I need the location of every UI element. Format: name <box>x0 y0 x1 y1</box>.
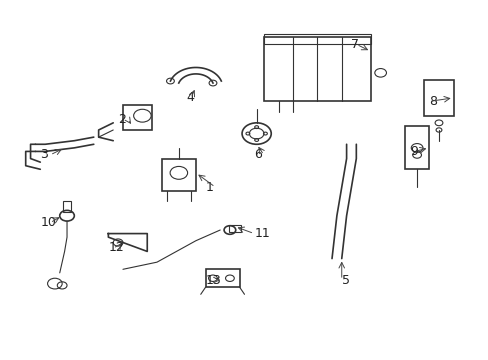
Text: 8: 8 <box>428 95 436 108</box>
Bar <box>264 37 370 102</box>
Bar <box>205 269 239 287</box>
Text: 10: 10 <box>40 216 56 229</box>
Text: 4: 4 <box>186 91 194 104</box>
Text: 9: 9 <box>409 145 417 158</box>
Text: 7: 7 <box>351 38 359 51</box>
Text: 13: 13 <box>205 274 221 287</box>
Text: 11: 11 <box>254 227 269 240</box>
Bar <box>63 202 71 212</box>
Bar <box>122 105 152 130</box>
Text: 3: 3 <box>40 148 48 162</box>
Text: 1: 1 <box>205 181 213 194</box>
Bar <box>264 33 370 44</box>
Text: 2: 2 <box>118 113 126 126</box>
Text: 5: 5 <box>341 274 349 287</box>
Bar <box>228 225 241 232</box>
Bar <box>404 126 428 169</box>
Text: 12: 12 <box>108 241 124 255</box>
Bar <box>424 80 453 116</box>
Bar <box>162 158 196 191</box>
Text: 6: 6 <box>254 148 262 162</box>
